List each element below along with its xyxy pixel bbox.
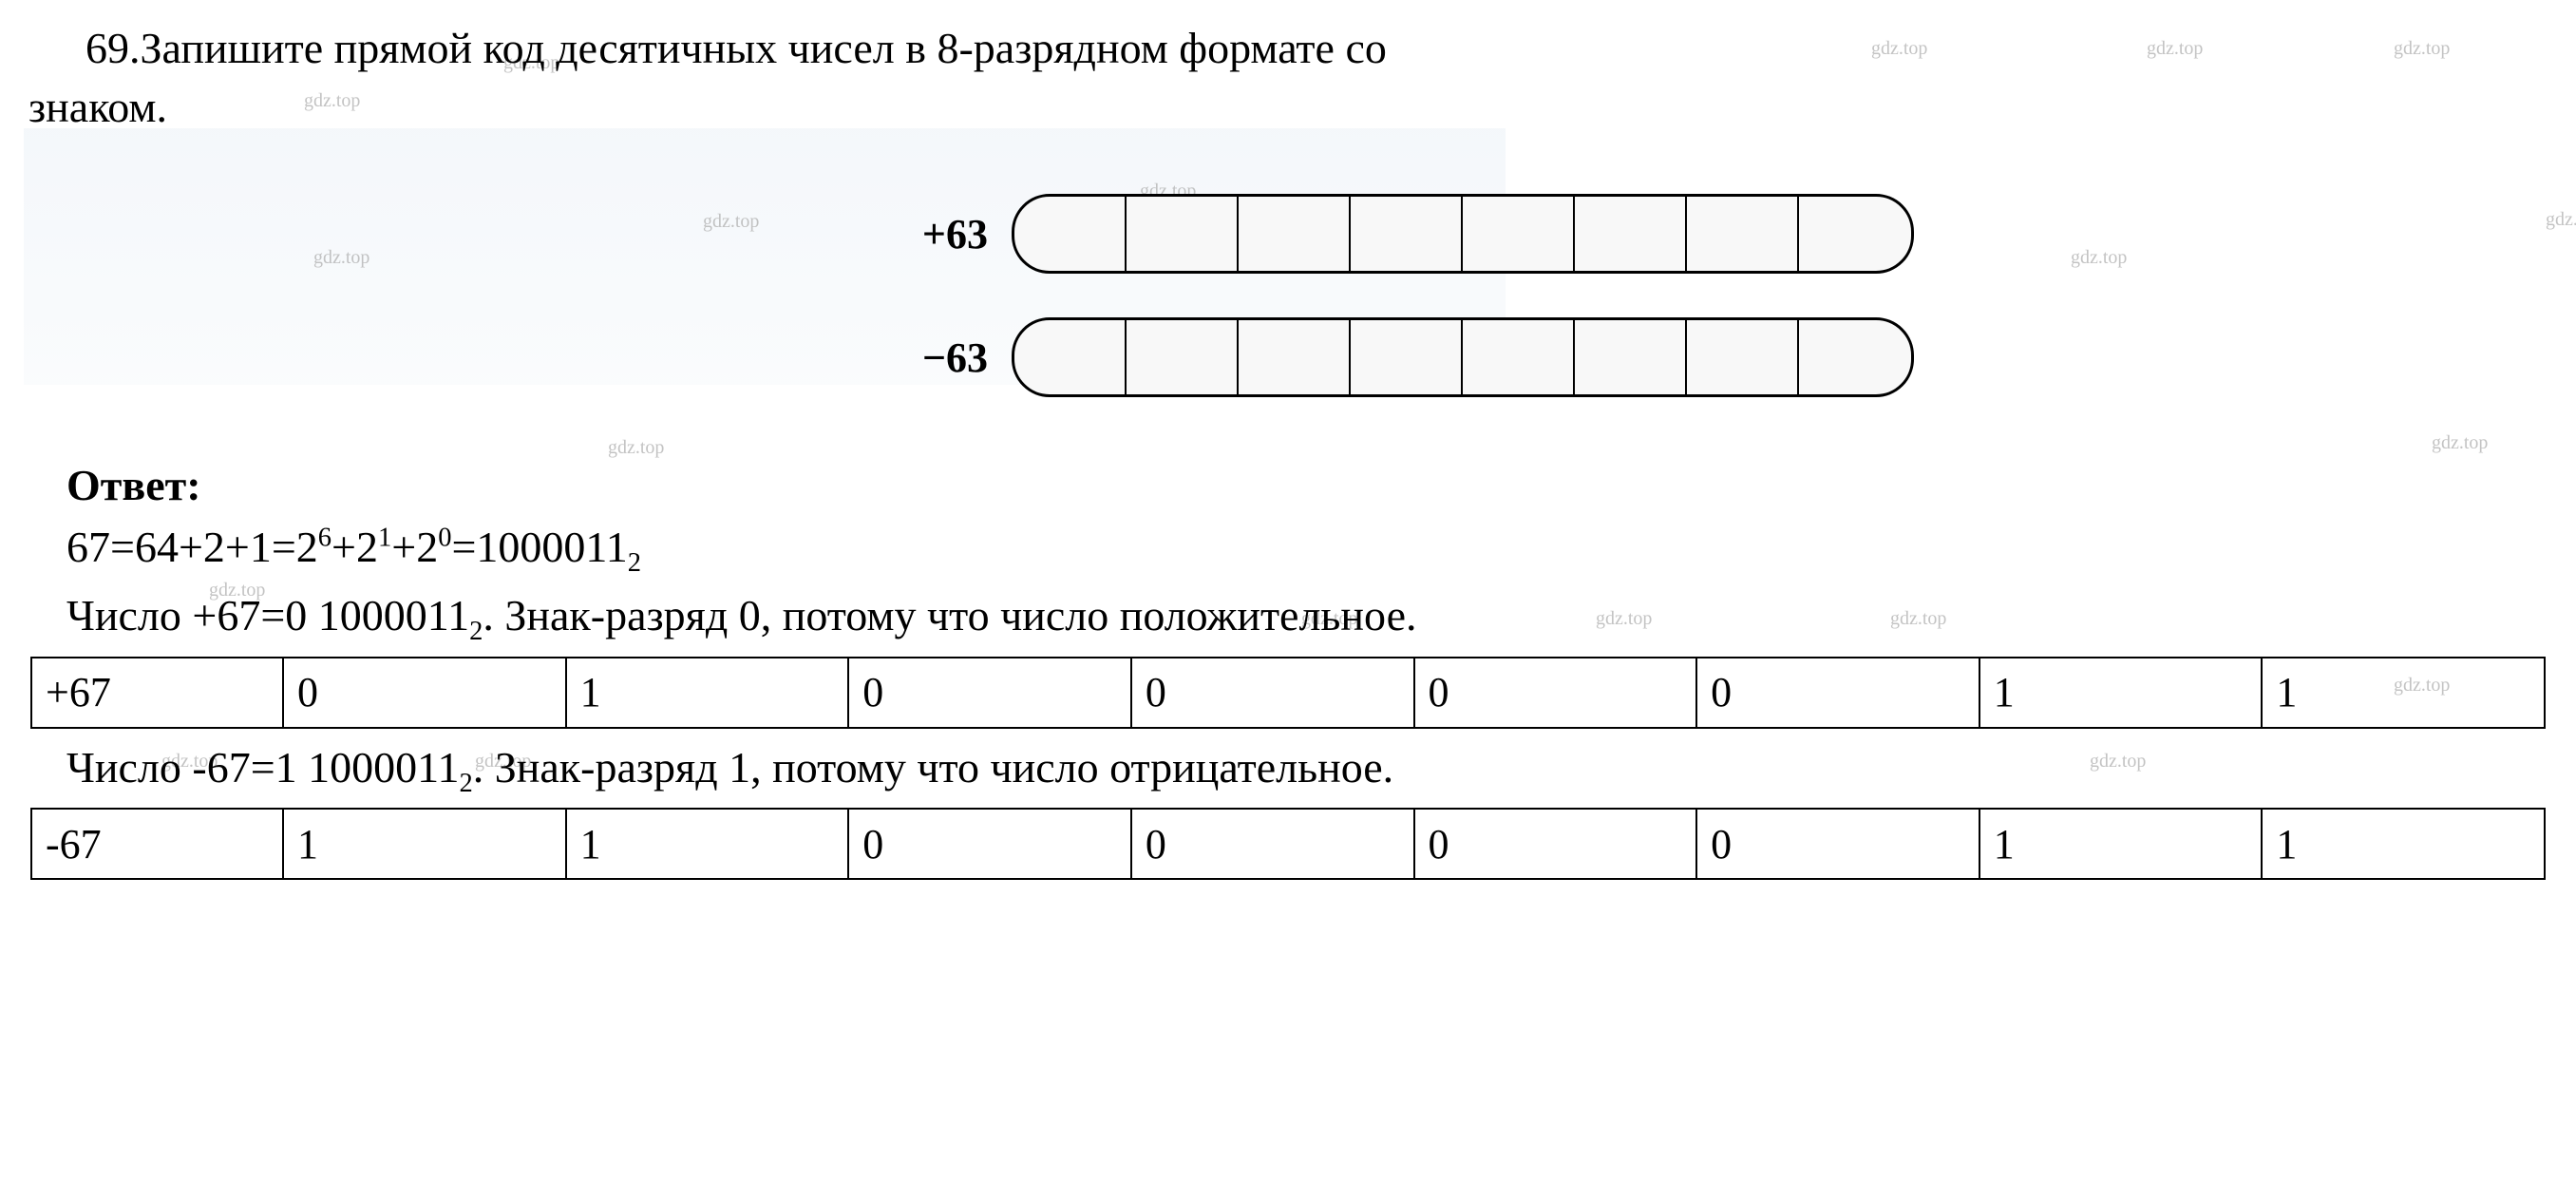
table-pos-b2: 0 (848, 658, 1131, 728)
table-neg-b7: 1 (2262, 809, 2545, 879)
answer-l3-b: . Знак-разряд 1, потому что число отрица… (473, 743, 1393, 792)
answer-l3-sub: 2 (459, 769, 472, 798)
capsule-positive (1012, 194, 1914, 274)
capsule-cell (1687, 197, 1799, 271)
table-pos-b6: 1 (1979, 658, 2263, 728)
capsule-cell (1127, 197, 1239, 271)
answer-line-1: 67=64+2+1=26+21+20=10000112 (66, 518, 2548, 582)
capsule-cell (1799, 197, 1911, 271)
capsule-cell (1463, 320, 1575, 394)
capsule-label-positive: +63 (883, 210, 988, 258)
capsule-label-negative: −63 (883, 334, 988, 382)
table-negative: -67 1 1 0 0 0 0 1 1 (30, 808, 2546, 880)
problem-number: 69. (85, 24, 141, 72)
capsule-cell (1687, 320, 1799, 394)
table-row: +67 0 1 0 0 0 0 1 1 (31, 658, 2545, 728)
answer-l2-b: . Знак-разряд 0, потому что число положи… (483, 591, 1416, 639)
answer-line-2: Число +67=0 10000112. Знак-разряд 0, пот… (66, 586, 2548, 651)
table-pos-b5: 0 (1696, 658, 1979, 728)
table-pos-b4: 0 (1414, 658, 1697, 728)
answer-l1-e2: 1 (378, 524, 391, 553)
answer-l1-e1: 6 (318, 524, 331, 553)
capsule-cell (1575, 320, 1687, 394)
table-pos-b0: 0 (283, 658, 566, 728)
table-pos-label: +67 (31, 658, 283, 728)
answer-l1-eq: =1000011 (451, 523, 627, 571)
capsule-row-positive: +63 (883, 194, 1914, 274)
answer-l1-m1: +2 (331, 523, 378, 571)
capsule-negative (1012, 317, 1914, 397)
table-neg-b5: 0 (1696, 809, 1979, 879)
answer-l2-sub: 2 (469, 617, 483, 646)
capsule-cell (1799, 320, 1911, 394)
capsule-figure: +63 −63 (28, 165, 2548, 441)
capsule-cell (1239, 197, 1351, 271)
table-neg-b3: 0 (1131, 809, 1414, 879)
problem-text-line2: знаком. (28, 83, 167, 131)
watermark-text: gdz.top (2546, 209, 2576, 231)
table-neg-b4: 0 (1414, 809, 1697, 879)
capsule-cell (1351, 197, 1463, 271)
answer-l1-a: 67=64+2+1=2 (66, 523, 318, 571)
answer-l3-a: Число -67=1 1000011 (66, 743, 459, 792)
table-pos-b1: 1 (566, 658, 849, 728)
capsule-cell (1014, 320, 1127, 394)
table-row: -67 1 1 0 0 0 0 1 1 (31, 809, 2545, 879)
answer-l2-a: Число +67=0 1000011 (66, 591, 469, 639)
answer-l1-sub: 2 (628, 548, 641, 578)
answer-l1-e3: 0 (438, 524, 451, 553)
capsule-cell (1127, 320, 1239, 394)
table-pos-b3: 0 (1131, 658, 1414, 728)
table-neg-b0: 1 (283, 809, 566, 879)
table-neg-b1: 1 (566, 809, 849, 879)
answer-line-3: Число -67=1 10000112. Знак-разряд 1, пот… (66, 738, 2548, 803)
capsule-cell (1239, 320, 1351, 394)
table-neg-b2: 0 (848, 809, 1131, 879)
capsule-cell (1351, 320, 1463, 394)
table-neg-label: -67 (31, 809, 283, 879)
problem-text-line1: Запишите прямой код десятичных чисел в 8… (141, 24, 1387, 72)
answer-heading: Ответ: (66, 460, 2548, 510)
capsule-cell (1575, 197, 1687, 271)
problem-statement: 69.Запишите прямой код десятичных чисел … (28, 19, 2548, 137)
answer-l1-m2: +2 (391, 523, 438, 571)
page-root: gdz.topgdz.topgdz.topgdz.topgdz.topgdz.t… (0, 0, 2576, 927)
capsule-row-negative: −63 (883, 317, 1914, 397)
table-positive: +67 0 1 0 0 0 0 1 1 (30, 657, 2546, 729)
capsule-cell (1463, 197, 1575, 271)
table-neg-b6: 1 (1979, 809, 2263, 879)
capsule-cell (1014, 197, 1127, 271)
table-pos-b7: 1 (2262, 658, 2545, 728)
